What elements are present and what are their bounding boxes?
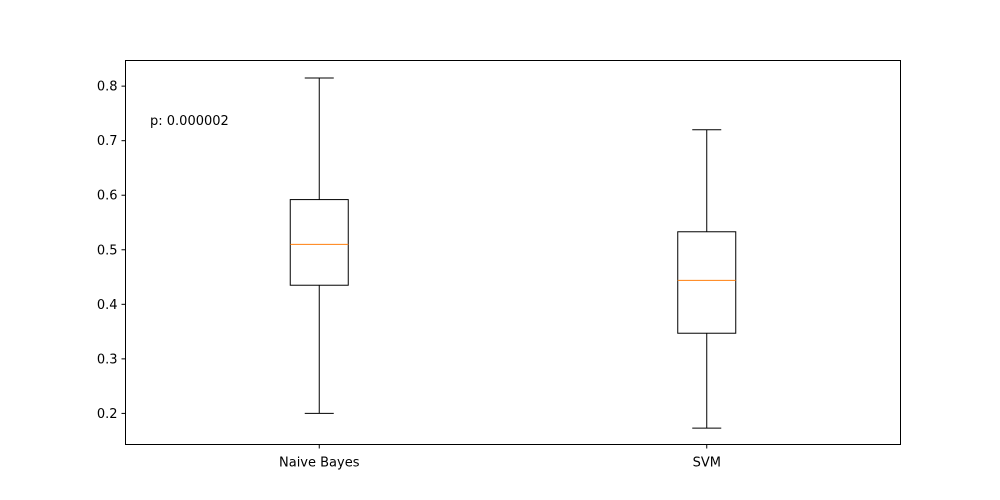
y-tick-label: 0.2 <box>97 407 118 422</box>
y-tick-label: 0.4 <box>97 298 118 313</box>
x-tick-label: SVM <box>693 456 721 471</box>
p-value-annotation: p: 0.000002 <box>150 114 229 129</box>
y-tick-label: 0.5 <box>97 243 118 258</box>
y-tick-label: 0.8 <box>97 80 118 95</box>
x-tick-label: Naive Bayes <box>279 456 360 471</box>
box-iqr <box>677 231 737 334</box>
y-tick-label: 0.3 <box>97 352 118 367</box>
y-tick-label: 0.7 <box>97 134 118 149</box>
plot-area: 0.2 0.3 0.4 0.5 0.6 0.7 0.8 Naive Bayes SVM <box>97 77 737 471</box>
axes-frame <box>125 60 901 445</box>
box-iqr <box>289 199 349 286</box>
y-tick-label: 0.6 <box>97 189 118 204</box>
